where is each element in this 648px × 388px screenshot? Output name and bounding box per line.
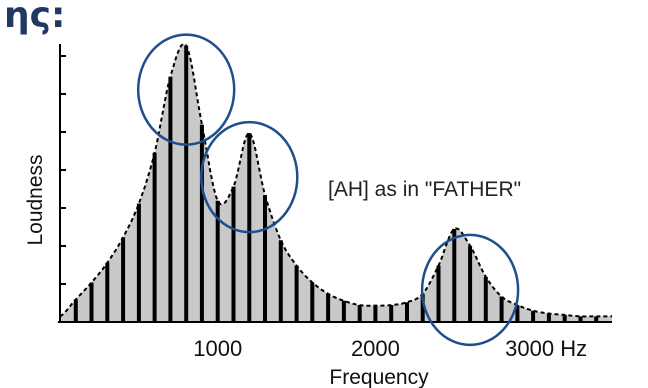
formant-highlights	[136, 33, 520, 347]
axes	[58, 44, 612, 323]
formant-circle-peak-1	[136, 33, 236, 146]
slide-heading: ης:	[4, 0, 66, 36]
formant-circle-peak-3	[420, 233, 520, 347]
x-tick-label: 2000	[351, 336, 400, 361]
envelope-area-layer	[60, 44, 612, 322]
envelope-fill	[60, 44, 612, 322]
x-tick-label: 3000 Hz	[505, 336, 587, 361]
y-axis-title: Loudness	[24, 154, 47, 245]
vowel-annotation: [AH] as in "FATHER"	[328, 178, 521, 201]
x-ticks: 1000 2000 3000 Hz	[193, 316, 587, 361]
x-axis-title: Frequency	[329, 366, 429, 388]
envelope-line	[59, 43, 612, 318]
y-ticks	[60, 55, 66, 285]
envelope-line-layer	[59, 43, 612, 318]
x-tick-label: 1000	[193, 336, 242, 361]
formant-circle-peak-2	[200, 120, 299, 234]
